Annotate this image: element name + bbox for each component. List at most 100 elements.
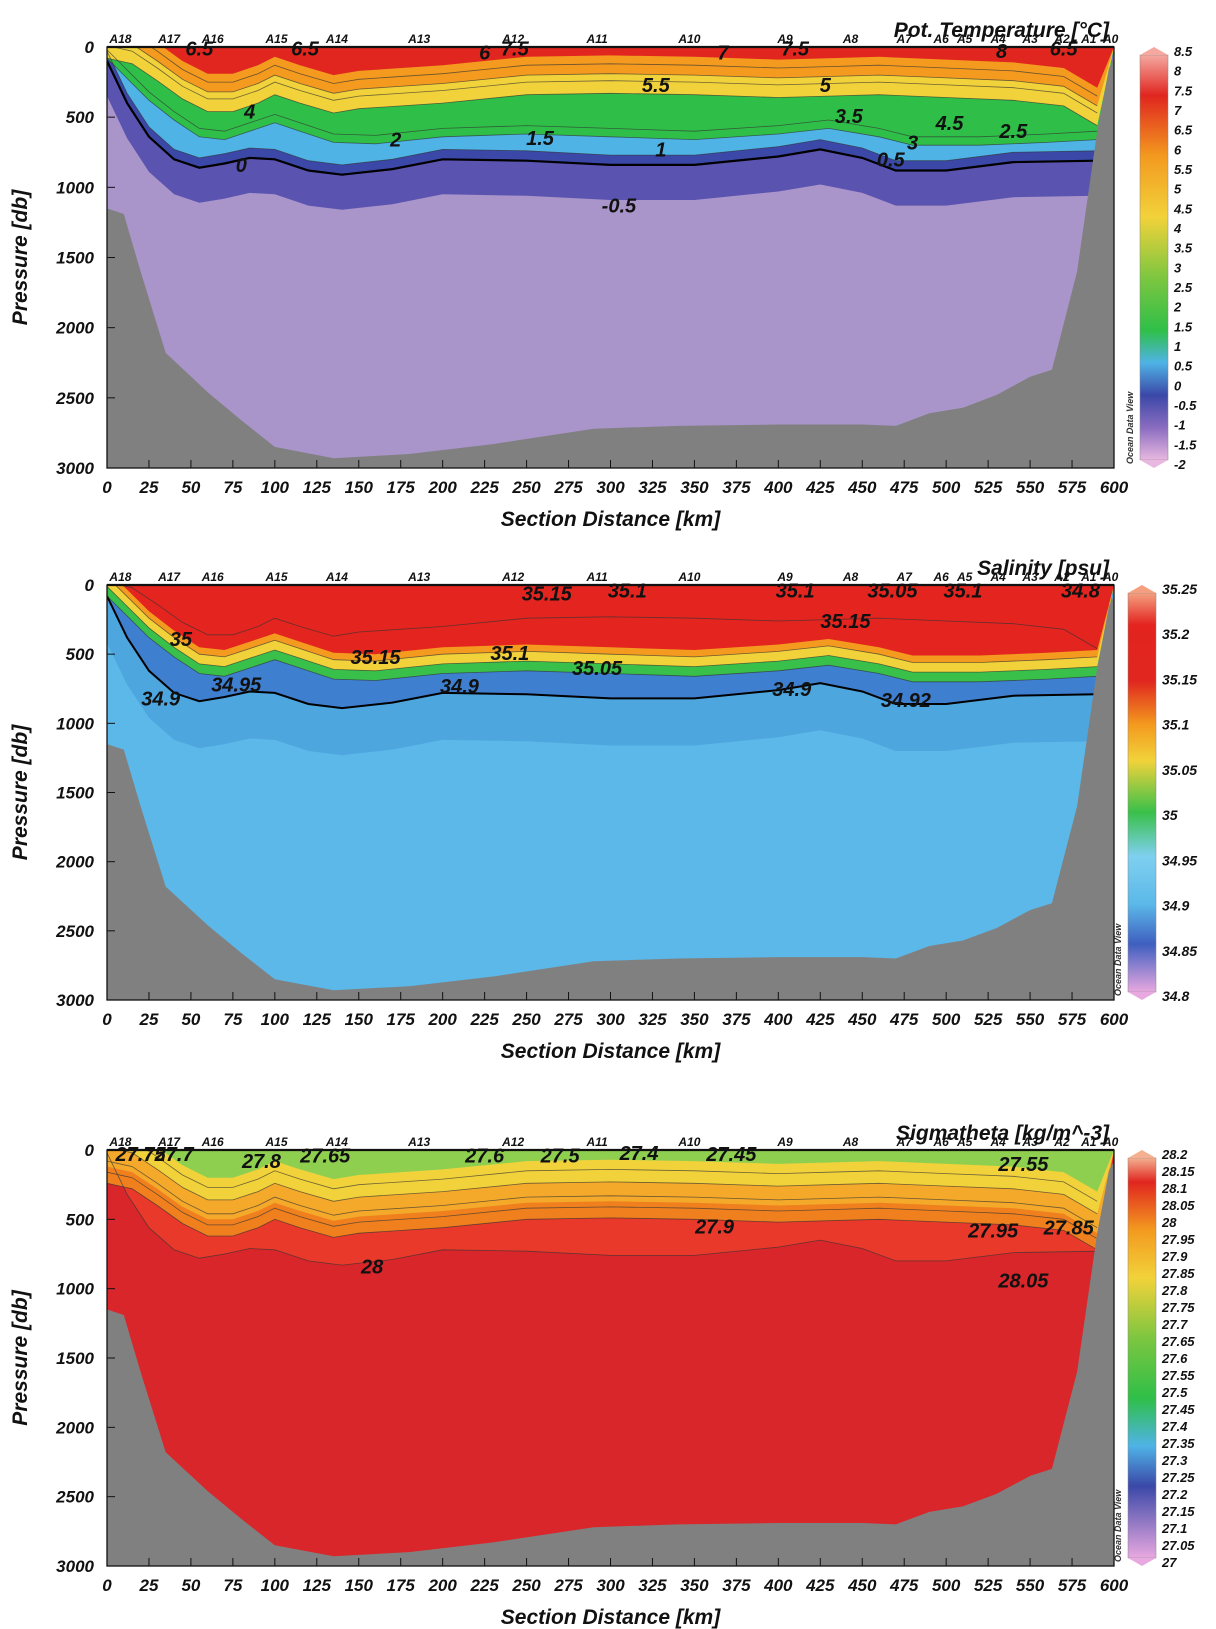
x-tick-label: 275 — [553, 1576, 583, 1595]
chart-panel-1: 0 25 50 75 100 125 150 175 200 225 250 275 300 325 350… — [9, 557, 1129, 1063]
station-label: A5 — [956, 1135, 973, 1149]
station-label: A17 — [157, 1135, 181, 1149]
station-label: A17 — [157, 32, 181, 46]
station-label: A11 — [586, 32, 608, 46]
x-tick-label: 200 — [427, 478, 457, 497]
colorbar-tick-label: 27.95 — [1161, 1232, 1195, 1247]
colorbar-tick-label: 8 — [1174, 64, 1182, 79]
contour-line — [150, 47, 1098, 97]
x-tick-label: 525 — [974, 478, 1003, 497]
x-tick-label: 275 — [553, 1010, 583, 1029]
station-label: A10 — [677, 570, 700, 584]
contour-label: 7 — [717, 43, 729, 65]
y-tick-label: 2000 — [55, 1418, 94, 1437]
station-label: A16 — [201, 32, 224, 46]
x-tick-label: 425 — [805, 478, 835, 497]
station-label: A8 — [842, 1135, 859, 1149]
contour-label: 2 — [389, 130, 401, 152]
station-label: A0 — [1102, 570, 1119, 584]
colorbar-scale — [1127, 1157, 1157, 1559]
green-surface-layer — [107, 1150, 1114, 1192]
x-tick-label: 525 — [974, 1576, 1003, 1595]
x-tick-label: 300 — [596, 1576, 625, 1595]
ocean-data-view-watermark: Ocean Data View — [1113, 1489, 1123, 1562]
station-label: A13 — [407, 570, 430, 584]
contour-line — [107, 57, 1098, 126]
station-label: A2 — [1053, 570, 1070, 584]
x-tick-label: 225 — [469, 478, 499, 497]
colorbar-tick-label: 7.5 — [1174, 83, 1193, 98]
ocean-data-view-watermark: Ocean Data View — [1125, 391, 1135, 464]
high-salinity-core — [107, 585, 1114, 656]
chart-title: Sigmatheta [kg/m^-3] — [896, 1122, 1110, 1145]
x-tick-label: 400 — [763, 1576, 793, 1595]
y-tick-label: 0 — [85, 576, 95, 595]
station-label: A2 — [1053, 32, 1070, 46]
contour-label: 27.55 — [997, 1154, 1049, 1176]
colorbar-scale — [1139, 54, 1169, 461]
colorbar-bottom-cap — [1128, 1558, 1156, 1566]
x-tick-label: 525 — [974, 1010, 1003, 1029]
x-tick-label: 0 — [102, 478, 112, 497]
x-tick-label: 475 — [889, 1010, 919, 1029]
colorbar-tick-label: 5.5 — [1174, 162, 1193, 177]
x-tick-label: 50 — [181, 1010, 200, 1029]
y-tick-label: 3000 — [56, 1557, 94, 1576]
contour-label: 27.45 — [705, 1144, 757, 1166]
station-label: A11 — [586, 570, 608, 584]
x-tick-label: 500 — [932, 1010, 961, 1029]
x-tick-label: 325 — [638, 1576, 667, 1595]
colorbar-tick-label: 28 — [1161, 1215, 1177, 1230]
x-tick-label: 125 — [303, 1010, 332, 1029]
contour-label: 35.15 — [820, 611, 871, 633]
colorbar: 35.25 35.2 35.15 35.1 35.05 35 34.95 34.9 34.85 3… — [1113, 581, 1197, 1004]
x-tick-label: 25 — [138, 478, 158, 497]
contour-line — [107, 1182, 1098, 1251]
y-tick-label: 3000 — [56, 459, 94, 478]
colorbar-tick-label: 2 — [1173, 300, 1182, 315]
x-tick-label: 50 — [181, 478, 200, 497]
x-tick-label: 400 — [763, 1010, 793, 1029]
x-tick-label: 550 — [1016, 1576, 1045, 1595]
colorbar-tick-label: 27.15 — [1161, 1504, 1195, 1519]
colorbar-tick-label: 35 — [1162, 807, 1178, 823]
colorbar-top-cap — [1140, 47, 1168, 55]
station-label: A13 — [407, 32, 430, 46]
y-tick-label: 500 — [66, 108, 95, 127]
colorbar-tick-label: 8.5 — [1174, 44, 1193, 59]
colorbar-tick-label: 27.55 — [1161, 1368, 1195, 1383]
contour-label: 6.5 — [1050, 38, 1079, 60]
colorbar-bottom-cap — [1140, 460, 1168, 468]
colorbar-tick-label: 27.05 — [1161, 1538, 1195, 1553]
station-label: A10 — [677, 1135, 700, 1149]
x-tick-label: 0 — [102, 1576, 112, 1595]
colorbar-tick-label: 2.5 — [1173, 280, 1193, 295]
colorbar-tick-label: 27.5 — [1161, 1385, 1188, 1400]
x-tick-label: 250 — [511, 1576, 541, 1595]
station-label: A15 — [265, 32, 288, 46]
colorbar-tick-label: 35.15 — [1162, 671, 1197, 687]
colorbar-tick-label: 4 — [1173, 221, 1182, 236]
colorbar: 8.5 8 7.5 7 6.5 6 5.5 5 4.5 4 3.5 3 2.5 2 1.5 1 0.5 0 -0.5… — [1125, 44, 1197, 472]
contour-label: 35.1 — [608, 581, 647, 603]
station-label: A12 — [501, 32, 524, 46]
station-label: A7 — [896, 570, 914, 584]
contour-label: 8 — [996, 41, 1008, 63]
station-label: A13 — [407, 1135, 430, 1149]
colorbar-tick-label: 27.8 — [1161, 1283, 1188, 1298]
colorbar-tick-label: 3 — [1174, 260, 1182, 275]
station-label: A6 — [932, 32, 949, 46]
x-tick-label: 225 — [469, 1010, 499, 1029]
x-tick-label: 100 — [261, 1576, 290, 1595]
colorbar-bottom-cap — [1128, 992, 1156, 1000]
station-label: A15 — [265, 570, 288, 584]
y-tick-label: 2500 — [55, 1488, 94, 1507]
y-axis-label: Pressure [db] — [9, 1289, 32, 1425]
contour-label: 3.5 — [835, 106, 864, 128]
contour-line — [111, 47, 1098, 114]
contour-line — [107, 1171, 1098, 1240]
contour-label: 4 — [243, 102, 255, 124]
y-tick-label: 1500 — [56, 249, 94, 268]
colorbar-scale — [1127, 592, 1157, 993]
colorbar-tick-label: 3.5 — [1174, 241, 1193, 256]
